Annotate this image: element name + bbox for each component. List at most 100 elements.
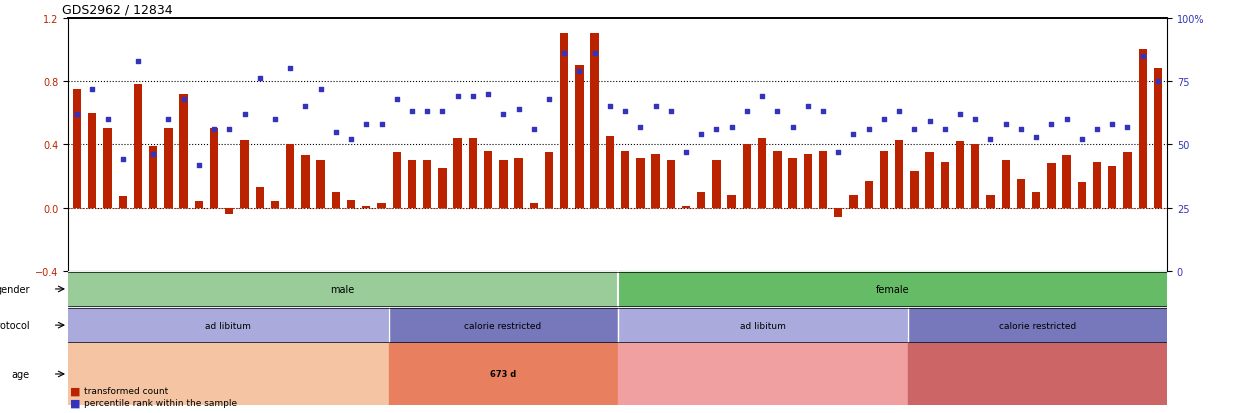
Point	[174, 96, 194, 103]
Point	[767, 109, 787, 115]
Point	[966, 116, 986, 123]
Point	[98, 116, 117, 123]
Bar	[347, 200, 356, 208]
Point	[1057, 116, 1077, 123]
Bar	[1078, 183, 1086, 208]
Bar	[453, 139, 462, 208]
Bar	[605, 137, 614, 208]
Bar	[697, 192, 705, 208]
Bar	[804, 154, 811, 208]
Point	[569, 68, 589, 75]
Bar	[788, 159, 797, 208]
Point	[600, 104, 620, 110]
Point	[981, 137, 1000, 143]
Point	[737, 109, 757, 115]
Bar	[758, 139, 766, 208]
Point	[204, 126, 224, 133]
Point	[935, 126, 955, 133]
Text: ad libitum: ad libitum	[740, 321, 785, 330]
Point	[721, 124, 741, 131]
Bar	[68, 308, 389, 343]
Point	[432, 109, 452, 115]
Bar	[241, 140, 248, 208]
Text: male: male	[331, 284, 354, 294]
Point	[67, 111, 86, 118]
Bar	[438, 169, 447, 208]
Bar	[530, 203, 538, 208]
Bar	[618, 308, 908, 343]
Bar	[179, 95, 188, 208]
Bar	[1002, 161, 1010, 208]
Bar	[68, 272, 618, 306]
Point	[1149, 78, 1168, 85]
Point	[249, 76, 269, 83]
Point	[540, 96, 559, 103]
Bar	[1139, 50, 1147, 208]
Bar	[210, 129, 219, 208]
Text: age: age	[11, 369, 30, 379]
Bar	[195, 202, 203, 208]
Bar	[971, 145, 979, 208]
Text: gender: gender	[0, 284, 30, 294]
Point	[478, 91, 498, 98]
Bar	[636, 159, 645, 208]
Bar	[514, 159, 522, 208]
Point	[509, 106, 529, 113]
Text: 673 d: 673 d	[490, 370, 516, 379]
Point	[1132, 53, 1152, 60]
Text: GDS2962 / 12834: GDS2962 / 12834	[63, 3, 173, 16]
Point	[904, 126, 924, 133]
Point	[813, 109, 832, 115]
Point	[341, 137, 361, 143]
Bar	[621, 151, 630, 208]
Point	[158, 116, 178, 123]
Bar	[389, 308, 618, 343]
Bar	[819, 151, 827, 208]
Point	[1118, 124, 1137, 131]
Text: percentile rank within the sample: percentile rank within the sample	[84, 398, 237, 407]
Bar	[408, 161, 416, 208]
Point	[266, 116, 285, 123]
Point	[463, 94, 483, 100]
Bar	[925, 153, 934, 208]
Point	[1026, 134, 1046, 140]
Point	[357, 121, 377, 128]
Point	[387, 96, 406, 103]
Point	[417, 109, 437, 115]
Bar	[713, 161, 721, 208]
Text: ad libitum: ad libitum	[205, 321, 251, 330]
Bar	[225, 208, 233, 214]
Text: ■: ■	[70, 385, 82, 395]
Bar	[682, 206, 690, 208]
Point	[311, 86, 331, 93]
Bar	[149, 147, 157, 208]
Point	[676, 149, 695, 156]
Bar	[484, 151, 493, 208]
Bar	[773, 151, 782, 208]
Bar	[1153, 69, 1162, 208]
Bar	[424, 161, 431, 208]
Point	[585, 51, 605, 57]
Bar	[287, 145, 294, 208]
Point	[494, 111, 514, 118]
Point	[630, 124, 650, 131]
Bar	[73, 90, 82, 208]
Bar	[119, 197, 127, 208]
Bar	[1062, 156, 1071, 208]
Bar	[164, 129, 173, 208]
Point	[280, 66, 300, 72]
Point	[995, 121, 1015, 128]
Bar	[879, 151, 888, 208]
Bar	[727, 195, 736, 208]
Point	[706, 126, 726, 133]
Text: protocol: protocol	[0, 320, 30, 330]
Bar	[133, 85, 142, 208]
Bar	[1124, 153, 1131, 208]
Point	[189, 162, 209, 169]
Bar	[864, 181, 873, 208]
Text: calorie restricted: calorie restricted	[464, 321, 542, 330]
Point	[555, 51, 574, 57]
Bar	[362, 206, 370, 208]
Point	[783, 124, 803, 131]
Bar	[104, 129, 111, 208]
